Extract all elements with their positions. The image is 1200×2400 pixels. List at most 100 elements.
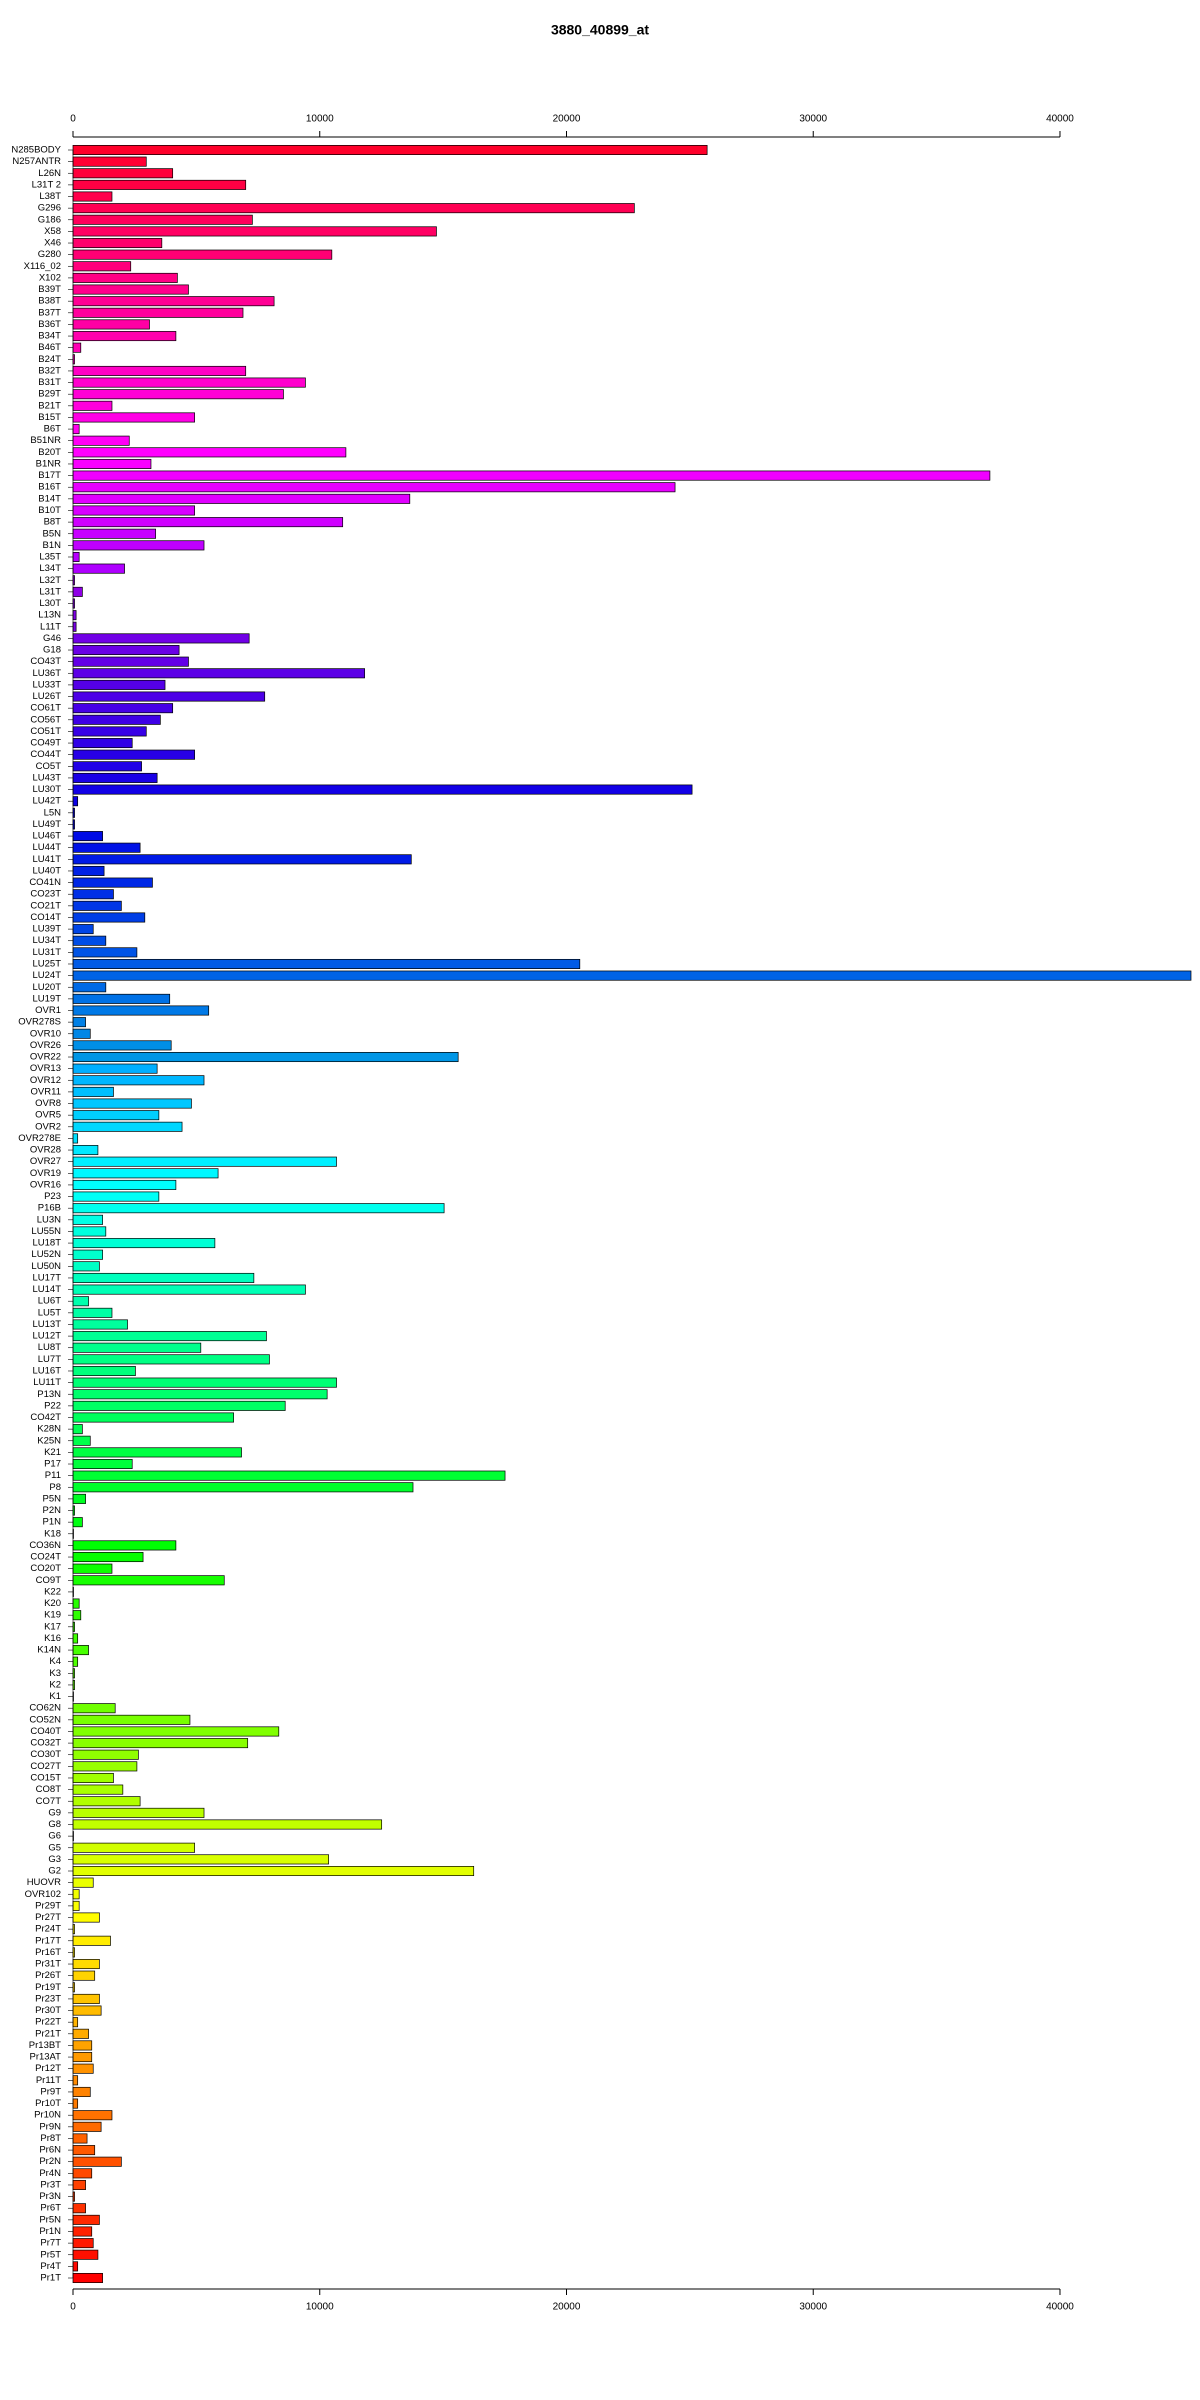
y-tick-label: L30T (39, 598, 61, 609)
x-tick-label: 0 (70, 114, 76, 125)
y-tick-label: LU41T (32, 854, 61, 865)
bar (72, 2086, 91, 2097)
y-tick-label: CO43T (30, 656, 61, 667)
bar (72, 749, 195, 760)
bar (72, 1214, 103, 1225)
y-tick-label: OVR16 (30, 1179, 61, 1190)
bar (72, 2121, 102, 2132)
y-tick-label: G3 (48, 1854, 61, 1865)
x-tick-label: 0 (70, 2302, 76, 2313)
y-tick-label: LU42T (32, 796, 61, 807)
bar (72, 586, 83, 597)
y-tick-label: CO8T (36, 1784, 62, 1795)
y-tick-label: CO15T (30, 1772, 61, 1783)
y-tick-label: CO42T (30, 1412, 61, 1423)
bar (72, 1645, 89, 1656)
bar (72, 2156, 122, 2167)
y-tick-label: L26N (38, 168, 61, 179)
chart-title: 3880_40899_at (551, 22, 649, 38)
bar (72, 214, 253, 225)
bar (72, 1819, 383, 1830)
bar (72, 714, 161, 725)
y-tick-label: P16B (38, 1203, 61, 1214)
y-tick-label: CO21T (30, 900, 61, 911)
y-tick-label: CO61T (30, 703, 61, 714)
y-tick-label: G6 (48, 1831, 61, 1842)
bar (72, 1714, 191, 1725)
bar (72, 191, 113, 202)
y-tick-label: G280 (38, 249, 61, 260)
y-tick-label: Pr6T (40, 2203, 61, 2214)
x-tick-label: 10000 (306, 2302, 334, 2313)
bar (72, 2179, 86, 2190)
bar (72, 2005, 102, 2016)
y-tick-label: Pr11T (36, 2075, 61, 2086)
y-tick-label: P11 (45, 1470, 61, 1481)
y-tick-label: CO7T (36, 1796, 62, 1807)
y-tick-label: K14N (37, 1645, 61, 1656)
y-tick-label: Pr13BT (29, 2040, 61, 2051)
bar (72, 935, 107, 946)
y-tick-label: LU5T (38, 1307, 61, 1318)
bar (72, 2075, 79, 2086)
bar (72, 1575, 225, 1586)
y-tick-label: B32T (38, 365, 61, 376)
y-tick-label: K28N (37, 1424, 61, 1435)
bar (72, 1354, 270, 1365)
y-tick-label: OVR278S (18, 1017, 61, 1028)
bar (72, 249, 333, 260)
y-tick-label: K19 (44, 1610, 61, 1621)
y-tick-label: Pr12T (35, 2063, 61, 2074)
bar (72, 1993, 100, 2004)
y-tick-label: OVR2 (35, 1121, 61, 1132)
bar (72, 2261, 79, 2272)
bar (72, 645, 180, 656)
bar (72, 1296, 89, 1307)
y-tick-label: LU18T (32, 1238, 61, 1249)
bar (72, 505, 195, 516)
bar (72, 831, 103, 842)
y-tick-label: CO14T (30, 912, 61, 923)
y-tick-label: Pr10N (34, 2110, 61, 2121)
y-tick-label: LU44T (32, 842, 61, 853)
bar (72, 470, 991, 481)
bar (72, 226, 437, 237)
y-tick-label: Pr27T (35, 1912, 61, 1923)
y-tick-label: Pr21T (35, 2028, 61, 2039)
y-tick-label: OVR22 (30, 1052, 61, 1063)
bar (72, 2238, 94, 2249)
y-tick-label: Pr24T (35, 1924, 61, 1935)
bar (72, 796, 79, 807)
y-tick-label: Pr30T (35, 2005, 61, 2016)
bar (72, 1272, 255, 1283)
y-tick-label: Pr5T (40, 2249, 61, 2260)
y-tick-label: B14T (38, 493, 61, 504)
y-tick-label: K16 (44, 1633, 61, 1644)
bar (72, 2098, 79, 2109)
bar (72, 2168, 93, 2179)
y-tick-label: K4 (49, 1656, 61, 1667)
y-tick-label: B46T (38, 342, 61, 353)
y-tick-label: Pr8T (40, 2133, 61, 2144)
y-tick-label: B6T (44, 424, 62, 435)
y-tick-label: OVR1 (35, 1005, 61, 1016)
y-tick-label: CO56T (30, 714, 61, 725)
bar (72, 865, 105, 876)
bar (72, 2028, 89, 2039)
bar (72, 435, 130, 446)
y-tick-label: LU43T (32, 772, 61, 783)
bar (72, 854, 412, 865)
y-tick-label: OVR28 (30, 1145, 61, 1156)
y-tick-label: LU17T (32, 1272, 61, 1283)
bar (72, 2203, 86, 2214)
y-tick-label: LU26T (32, 691, 61, 702)
y-tick-label: LU8T (38, 1342, 61, 1353)
y-tick-label: LU24T (32, 970, 61, 981)
y-tick-label: Pr10T (35, 2098, 61, 2109)
y-tick-label: OVR26 (30, 1040, 61, 1051)
y-tick-label: L31T (39, 586, 61, 597)
bar (72, 1063, 158, 1074)
y-tick-label: P8 (49, 1482, 61, 1493)
bar (72, 1005, 210, 1016)
bar (72, 400, 113, 411)
